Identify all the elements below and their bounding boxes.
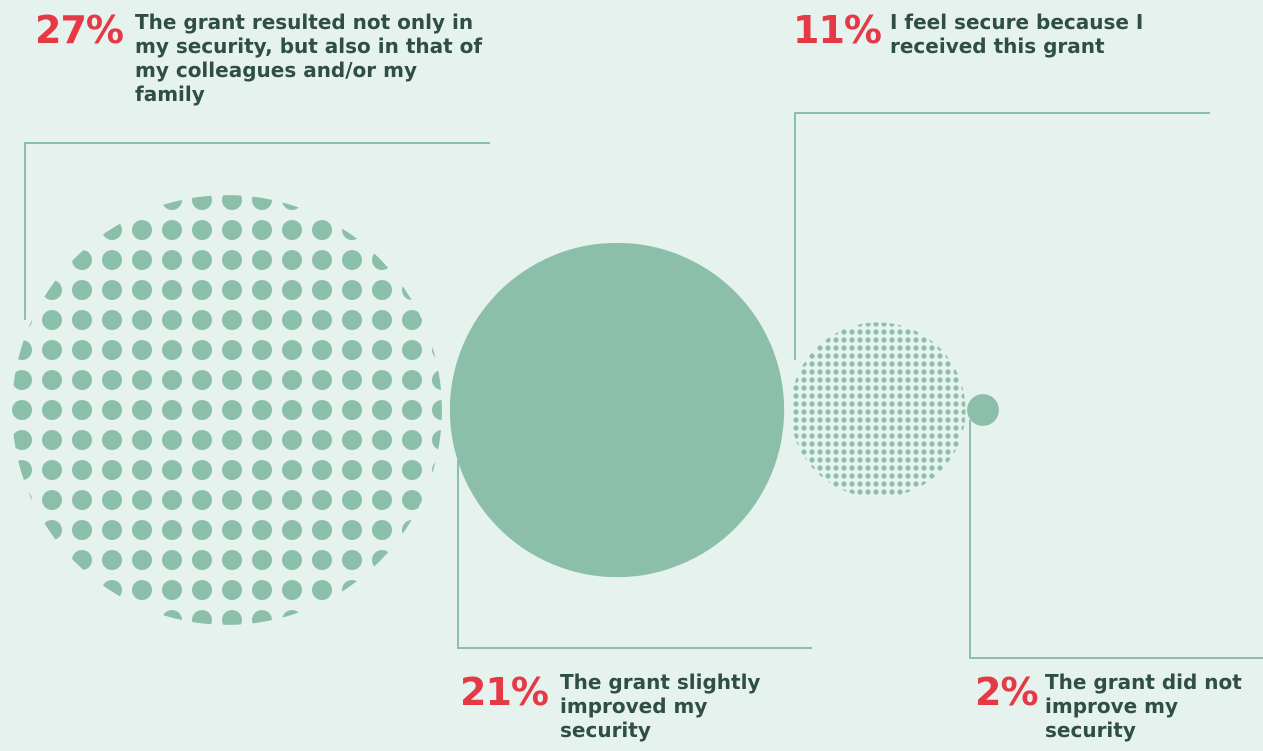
connector-line xyxy=(969,420,1263,659)
connector-line xyxy=(24,142,490,320)
percent-label: 27% xyxy=(35,8,124,52)
category-label: The grant slightly improved my security xyxy=(560,670,761,742)
category-label: The grant did not improve my security xyxy=(1045,670,1242,742)
category-label: I feel secure because I received this gr… xyxy=(890,10,1144,58)
bubble xyxy=(967,394,999,426)
category-label: The grant resulted not only in my securi… xyxy=(135,10,483,106)
bubble xyxy=(449,242,785,578)
connector-line xyxy=(794,112,1210,360)
bubble xyxy=(790,322,966,498)
bubble xyxy=(12,195,442,625)
percent-label: 2% xyxy=(975,670,1039,714)
connector-line xyxy=(457,460,812,649)
percent-label: 21% xyxy=(460,670,549,714)
percent-label: 11% xyxy=(793,8,882,52)
